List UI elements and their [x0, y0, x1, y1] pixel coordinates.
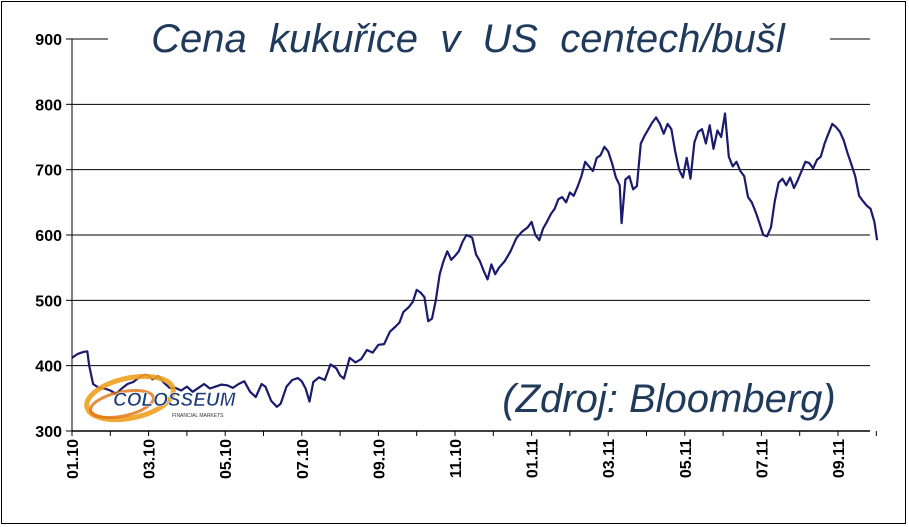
y-tick-label-700: 700 — [35, 163, 62, 180]
chart-title: Cena kukuřice v US centech/bušl — [151, 17, 786, 61]
y-tick-label-500: 500 — [35, 293, 62, 310]
colosseum-logo: COLOSSEUM FINANCIAL MARKETS — [84, 373, 237, 423]
title-background — [108, 6, 830, 68]
gridlines — [72, 38, 870, 367]
x-tick-label-03.10: 03.10 — [142, 439, 159, 479]
y-tick-label-900: 900 — [35, 32, 62, 49]
x-tick-label-09.11: 09.11 — [831, 439, 848, 478]
y-tick-label-600: 600 — [35, 228, 62, 245]
x-tick-label-11.10: 11.10 — [448, 439, 465, 478]
y-tick-label-400: 400 — [35, 359, 62, 376]
logo-subtext: FINANCIAL MARKETS — [172, 413, 224, 419]
x-tick-label-03.11: 03.11 — [601, 439, 618, 478]
series-layer — [71, 112, 879, 408]
x-tick-label-01.10: 01.10 — [65, 439, 82, 479]
x-tick-label-05.11: 05.11 — [678, 439, 695, 478]
x-tick-label-05.10: 05.10 — [218, 439, 235, 479]
axes — [66, 38, 877, 436]
source-annotation: (Zdroj: Bloomberg) — [502, 377, 835, 421]
x-tick-label-07.11: 07.11 — [754, 439, 771, 478]
y-tick-labels: 300 400 500 600 700 800 900 — [35, 32, 62, 441]
y-tick-label-300: 300 — [35, 424, 62, 441]
logo-text: COLOSSEUM — [113, 390, 237, 411]
x-tick-labels: 01.10 03.10 05.10 07.10 09.10 11.10 01.11 03.11… — [65, 439, 848, 479]
x-tick-label-09.10: 09.10 — [371, 439, 388, 479]
x-tick-label-01.11: 01.11 — [525, 439, 542, 478]
series-line-0 — [71, 112, 879, 408]
y-tick-label-800: 800 — [35, 97, 62, 114]
x-tick-label-07.10: 07.10 — [295, 439, 312, 479]
